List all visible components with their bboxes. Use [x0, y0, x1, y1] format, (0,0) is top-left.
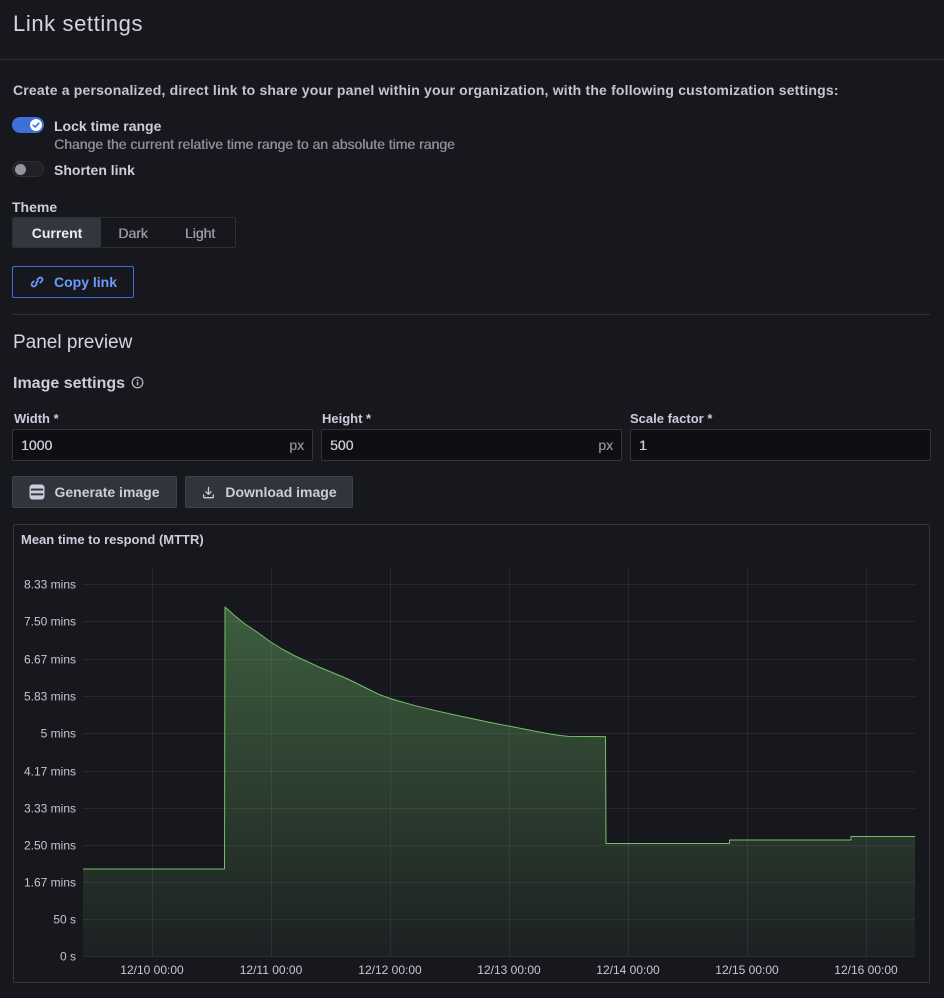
svg-text:12/10 00:00: 12/10 00:00 [120, 963, 184, 977]
svg-text:0 s: 0 s [60, 950, 76, 964]
svg-text:2.50 mins: 2.50 mins [24, 839, 76, 853]
svg-text:12/13 00:00: 12/13 00:00 [477, 963, 541, 977]
svg-text:12/16 00:00: 12/16 00:00 [834, 963, 898, 977]
svg-text:12/15 00:00: 12/15 00:00 [715, 963, 779, 977]
svg-text:12/14 00:00: 12/14 00:00 [596, 963, 660, 977]
svg-text:4.17 mins: 4.17 mins [24, 765, 76, 779]
svg-text:12/12 00:00: 12/12 00:00 [358, 963, 422, 977]
svg-text:8.33 mins: 8.33 mins [24, 578, 76, 592]
svg-text:5.83 mins: 5.83 mins [24, 690, 76, 704]
svg-text:50 s: 50 s [53, 913, 76, 927]
svg-text:3.33 mins: 3.33 mins [24, 802, 76, 816]
svg-text:12/11 00:00: 12/11 00:00 [240, 963, 303, 977]
svg-text:1.67 mins: 1.67 mins [24, 876, 76, 890]
svg-text:5 mins: 5 mins [41, 727, 76, 741]
svg-text:7.50 mins: 7.50 mins [24, 615, 76, 629]
svg-text:6.67 mins: 6.67 mins [24, 653, 76, 667]
